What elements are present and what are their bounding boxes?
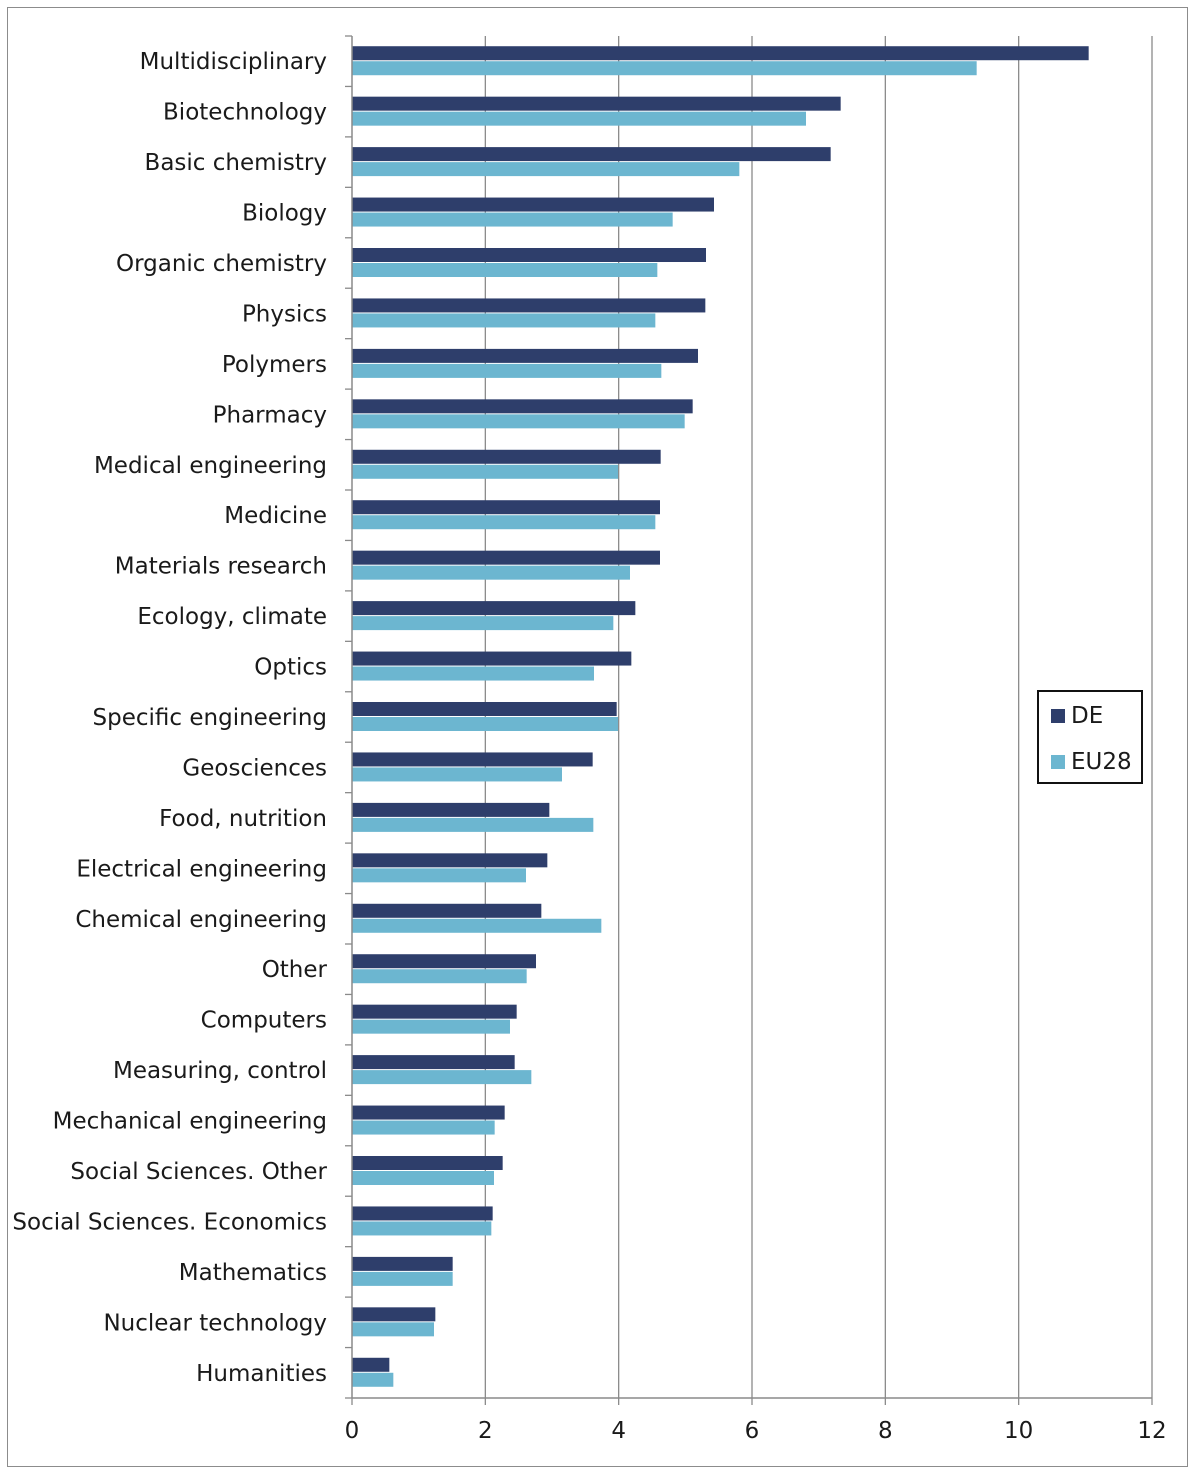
bar-eu28-5: [352, 313, 656, 328]
bar-de-3: [352, 197, 714, 212]
legend-swatch-eu28: [1051, 755, 1065, 769]
category-label: Physics: [242, 301, 327, 327]
bar-eu28-10: [352, 565, 630, 580]
legend-item-de: DE: [1051, 701, 1103, 731]
bar-de-7: [352, 399, 693, 414]
category-label: Measuring, control: [113, 1058, 327, 1084]
category-label: Biotechnology: [163, 100, 327, 126]
x-tick-label: 4: [611, 1418, 626, 1444]
bar-de-1: [352, 96, 841, 111]
category-label: Ecology, climate: [137, 604, 327, 630]
bar-de-13: [352, 702, 617, 716]
bar-de-25: [352, 1307, 436, 1322]
legend-label-de: DE: [1071, 703, 1104, 729]
x-tick-label: 8: [878, 1418, 893, 1444]
category-label: Medicine: [224, 503, 327, 529]
x-tick-label: 0: [345, 1418, 360, 1444]
bar-eu28-21: [352, 1120, 495, 1135]
bar-eu28-1: [352, 111, 806, 126]
bar-eu28-14: [352, 767, 562, 782]
bar-de-15: [352, 802, 550, 817]
bar-de-23: [352, 1206, 493, 1221]
category-label: Organic chemistry: [116, 251, 327, 277]
bar-de-22: [352, 1156, 503, 1170]
bar-eu28-6: [352, 363, 662, 378]
category-label: Pharmacy: [213, 402, 327, 428]
bar-eu28-8: [352, 464, 618, 479]
category-label: Medical engineering: [94, 453, 327, 479]
legend-swatch-de: [1051, 709, 1065, 723]
bar-eu28-2: [352, 162, 740, 177]
x-tick-label: 6: [745, 1418, 760, 1444]
category-label: Multidisciplinary: [140, 49, 327, 75]
bar-eu28-12: [352, 666, 594, 681]
bar-eu28-18: [352, 969, 527, 984]
bar-de-0: [352, 46, 1089, 61]
category-label: Specific engineering: [93, 705, 327, 731]
category-label: Computers: [201, 1008, 327, 1034]
bar-eu28-0: [352, 61, 977, 76]
category-label: Polymers: [222, 352, 327, 378]
category-label: Materials research: [115, 554, 327, 580]
category-label: Electrical engineering: [76, 856, 327, 882]
bar-eu28-26: [352, 1372, 394, 1387]
bar-de-14: [352, 752, 593, 767]
category-label: Food, nutrition: [159, 806, 327, 832]
bar-de-16: [352, 853, 548, 868]
bar-eu28-22: [352, 1171, 494, 1185]
bar-eu28-9: [352, 515, 656, 530]
bar-eu28-4: [352, 263, 658, 277]
bar-de-12: [352, 651, 632, 666]
category-label: Chemical engineering: [75, 907, 327, 933]
bar-eu28-20: [352, 1070, 532, 1085]
chart-legend: DE EU28: [1037, 690, 1143, 784]
bar-de-11: [352, 601, 636, 616]
bar-de-8: [352, 449, 661, 464]
x-tick-label: 10: [1004, 1418, 1033, 1444]
x-tick-label: 2: [478, 1418, 493, 1444]
category-label: Humanities: [196, 1361, 327, 1387]
bar-de-4: [352, 248, 706, 262]
bar-eu28-3: [352, 212, 673, 227]
bar-de-18: [352, 954, 536, 969]
category-label: Basic chemistry: [145, 150, 327, 176]
bar-de-19: [352, 1004, 517, 1019]
category-label: Social Sciences. Other: [70, 1159, 327, 1185]
bar-de-20: [352, 1055, 515, 1070]
bar-de-17: [352, 903, 542, 918]
bar-de-5: [352, 298, 706, 313]
bar-eu28-16: [352, 868, 526, 883]
bar-de-24: [352, 1256, 453, 1271]
bar-de-21: [352, 1105, 505, 1120]
bar-eu28-19: [352, 1019, 510, 1034]
category-label: Biology: [242, 201, 327, 227]
bar-eu28-11: [352, 616, 614, 631]
bar-eu28-17: [352, 918, 602, 933]
bar-eu28-7: [352, 414, 685, 429]
bar-de-10: [352, 550, 660, 565]
bar-eu28-13: [352, 717, 618, 731]
category-label: Other: [262, 957, 328, 983]
category-label: Nuclear technology: [103, 1310, 327, 1336]
category-label: Geosciences: [182, 755, 327, 781]
bar-eu28-24: [352, 1271, 453, 1286]
legend-label-eu28: EU28: [1071, 749, 1132, 775]
legend-item-eu28: EU28: [1051, 747, 1132, 777]
category-label: Optics: [254, 655, 327, 681]
bar-de-26: [352, 1357, 390, 1372]
category-label: Mechanical engineering: [53, 1109, 327, 1135]
bar-eu28-15: [352, 817, 594, 832]
bar-eu28-23: [352, 1221, 492, 1236]
x-tick-label: 12: [1137, 1418, 1166, 1444]
bar-de-2: [352, 147, 831, 162]
category-label: Mathematics: [179, 1260, 327, 1286]
bar-eu28-25: [352, 1322, 434, 1337]
bar-de-6: [352, 348, 698, 363]
bar-de-9: [352, 500, 660, 515]
category-label: Social Sciences. Economics: [12, 1209, 327, 1235]
